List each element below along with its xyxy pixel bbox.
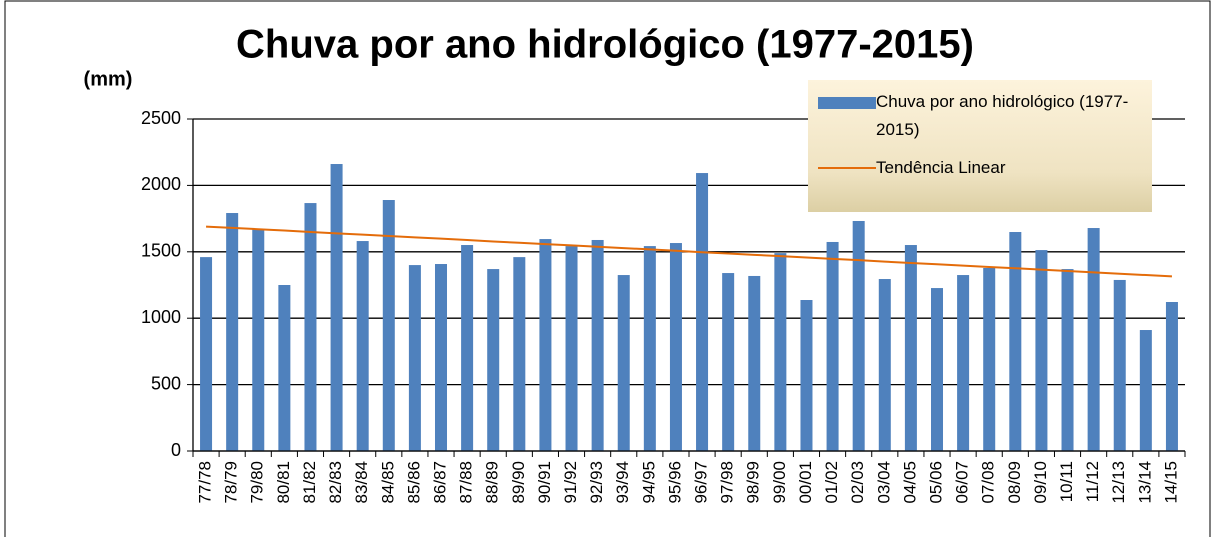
x-tick-label: 94/95 bbox=[639, 461, 658, 504]
x-tick-label: 05/06 bbox=[926, 461, 945, 504]
x-tick-label: 04/05 bbox=[900, 461, 919, 504]
legend: Chuva por ano hidrológico (1977-2015) Te… bbox=[808, 80, 1152, 212]
bar bbox=[1113, 279, 1126, 451]
bar bbox=[226, 213, 239, 451]
bar bbox=[304, 203, 317, 451]
bar bbox=[722, 273, 735, 451]
x-tick-label: 88/89 bbox=[483, 461, 502, 504]
bar bbox=[591, 239, 604, 451]
legend-item: Chuva por ano hidrológico (1977-2015) bbox=[818, 92, 1146, 144]
bar bbox=[382, 200, 395, 451]
bar bbox=[774, 253, 787, 451]
x-tick-label: 07/08 bbox=[979, 461, 998, 504]
bar bbox=[513, 257, 526, 451]
bar bbox=[983, 268, 996, 451]
bar bbox=[904, 245, 917, 451]
y-axis-label: (mm) bbox=[84, 68, 133, 90]
x-tick-label: 81/82 bbox=[300, 461, 319, 504]
x-tick-label: 09/10 bbox=[1031, 461, 1050, 504]
y-tick-label: 1000 bbox=[141, 307, 181, 327]
legend-swatch bbox=[818, 97, 876, 109]
bar bbox=[356, 241, 369, 451]
legend-item: Tendência Linear bbox=[818, 156, 1005, 180]
x-tick-label: 13/14 bbox=[1135, 461, 1154, 504]
bar bbox=[669, 243, 682, 451]
legend-swatch bbox=[818, 167, 876, 169]
bar bbox=[565, 246, 578, 451]
bar bbox=[487, 269, 500, 451]
x-tick-label: 77/78 bbox=[196, 461, 215, 504]
legend-label: Tendência Linear bbox=[876, 158, 1006, 177]
bar bbox=[200, 257, 213, 451]
bar bbox=[826, 241, 839, 451]
bar bbox=[957, 275, 970, 451]
bar bbox=[1139, 330, 1152, 451]
bar bbox=[1165, 301, 1178, 451]
x-tick-label: 78/79 bbox=[222, 461, 241, 504]
x-tick-label: 91/92 bbox=[561, 461, 580, 504]
x-tick-label: 82/83 bbox=[326, 461, 345, 504]
x-tick-label: 80/81 bbox=[274, 461, 293, 504]
x-tick-label: 98/99 bbox=[744, 461, 763, 504]
x-tick-label: 97/98 bbox=[718, 461, 737, 504]
bar bbox=[1009, 232, 1022, 451]
bar bbox=[252, 228, 265, 451]
bar bbox=[748, 275, 761, 451]
bar bbox=[408, 265, 421, 451]
chart-frame bbox=[4, 0, 1211, 537]
x-tick-label: 08/09 bbox=[1005, 461, 1024, 504]
x-tick-label: 96/97 bbox=[692, 461, 711, 504]
x-tick-label: 01/02 bbox=[822, 461, 841, 504]
y-tick-label: 2000 bbox=[141, 174, 181, 194]
bar bbox=[643, 246, 656, 451]
x-tick-label: 90/91 bbox=[535, 461, 554, 504]
y-tick-label: 500 bbox=[151, 373, 181, 393]
bar bbox=[278, 285, 291, 451]
x-tick-label: 10/11 bbox=[1057, 461, 1076, 502]
trend-line bbox=[206, 225, 1172, 278]
y-tick-label: 0 bbox=[171, 440, 181, 460]
y-tick-label: 2500 bbox=[141, 108, 181, 128]
x-tick-label: 87/88 bbox=[457, 461, 476, 504]
bar bbox=[1087, 228, 1100, 451]
bar bbox=[330, 164, 343, 451]
x-tick-label: 03/04 bbox=[874, 461, 893, 504]
chart-title: Chuva por ano hidrológico (1977-2015) bbox=[236, 23, 974, 67]
x-tick-label: 83/84 bbox=[352, 461, 371, 504]
bar bbox=[800, 300, 813, 451]
bar bbox=[930, 288, 944, 451]
x-tick-label: 93/94 bbox=[613, 461, 632, 504]
x-tick-label: 86/87 bbox=[430, 461, 449, 504]
x-tick-label: 12/13 bbox=[1109, 461, 1128, 504]
x-tick-label: 14/15 bbox=[1161, 461, 1180, 504]
x-tick-label: 95/96 bbox=[665, 461, 684, 504]
bar bbox=[696, 173, 709, 451]
x-tick-label: 06/07 bbox=[953, 461, 972, 504]
x-tick-label: 92/93 bbox=[587, 461, 606, 504]
x-tick-label: 89/90 bbox=[509, 461, 528, 504]
legend-label: Chuva por ano hidrológico (1977-2015) bbox=[876, 92, 1129, 139]
bar bbox=[1061, 269, 1074, 451]
bar bbox=[434, 264, 448, 451]
x-tick-label: 99/00 bbox=[770, 461, 789, 504]
bar bbox=[461, 245, 474, 451]
x-tick-label: 11/12 bbox=[1083, 461, 1102, 502]
bar bbox=[878, 279, 891, 451]
y-tick-label: 1500 bbox=[141, 241, 181, 261]
x-tick-label: 00/01 bbox=[796, 461, 815, 504]
bar bbox=[539, 239, 552, 451]
bar bbox=[617, 275, 630, 451]
x-tick-label: 79/80 bbox=[248, 461, 267, 504]
x-tick-label: 84/85 bbox=[378, 461, 397, 504]
bar bbox=[1035, 250, 1048, 451]
bar bbox=[852, 220, 865, 451]
x-tick-label: 85/86 bbox=[404, 461, 423, 504]
x-tick-label: 02/03 bbox=[848, 461, 867, 504]
